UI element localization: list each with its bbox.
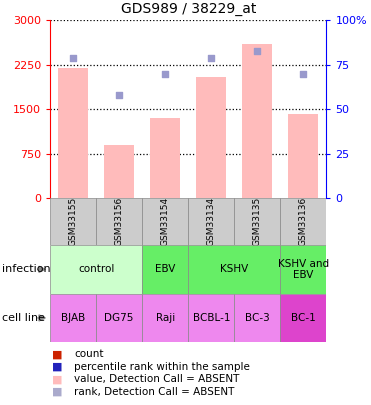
Text: cell line: cell line — [2, 313, 45, 323]
Point — [162, 70, 168, 77]
Text: GSM33155: GSM33155 — [69, 197, 78, 246]
Bar — [234, 294, 280, 342]
Text: ■: ■ — [52, 362, 62, 372]
Bar — [142, 198, 188, 245]
Text: Raji: Raji — [155, 313, 175, 323]
Bar — [188, 245, 280, 294]
Text: count: count — [74, 350, 104, 359]
Bar — [196, 77, 226, 198]
Bar — [242, 44, 272, 198]
Point — [209, 54, 214, 61]
Bar — [280, 198, 326, 245]
Text: BCBL-1: BCBL-1 — [193, 313, 230, 323]
Bar — [280, 294, 326, 342]
Text: ■: ■ — [52, 350, 62, 359]
Bar — [50, 294, 96, 342]
Title: GDS989 / 38229_at: GDS989 / 38229_at — [121, 2, 256, 17]
Text: GSM33135: GSM33135 — [253, 197, 262, 246]
Text: KSHV and
EBV: KSHV and EBV — [278, 258, 329, 280]
Bar — [104, 145, 134, 198]
Text: GSM33136: GSM33136 — [299, 197, 308, 246]
Text: KSHV: KSHV — [220, 264, 249, 274]
Bar — [289, 114, 318, 198]
Text: rank, Detection Call = ABSENT: rank, Detection Call = ABSENT — [74, 387, 234, 397]
Bar — [234, 198, 280, 245]
Text: BJAB: BJAB — [61, 313, 85, 323]
Text: ■: ■ — [52, 387, 62, 397]
Text: GSM33156: GSM33156 — [115, 197, 124, 246]
Point — [116, 92, 122, 98]
Text: GSM33154: GSM33154 — [161, 197, 170, 246]
Bar — [188, 198, 234, 245]
Bar — [50, 198, 96, 245]
Bar — [142, 245, 188, 294]
Point — [255, 47, 260, 54]
Text: infection: infection — [2, 264, 50, 274]
Text: BC-3: BC-3 — [245, 313, 270, 323]
Bar — [188, 294, 234, 342]
Text: DG75: DG75 — [105, 313, 134, 323]
Bar — [58, 68, 88, 198]
Bar — [150, 118, 180, 198]
Bar — [142, 294, 188, 342]
Bar — [96, 198, 142, 245]
Text: GSM33134: GSM33134 — [207, 197, 216, 246]
Text: control: control — [78, 264, 114, 274]
Text: EBV: EBV — [155, 264, 175, 274]
Point — [70, 54, 76, 61]
Text: value, Detection Call = ABSENT: value, Detection Call = ABSENT — [74, 375, 240, 384]
Text: percentile rank within the sample: percentile rank within the sample — [74, 362, 250, 372]
Point — [301, 70, 306, 77]
Text: ■: ■ — [52, 375, 62, 384]
Bar — [50, 245, 142, 294]
Bar — [280, 245, 326, 294]
Bar — [96, 294, 142, 342]
Text: BC-1: BC-1 — [291, 313, 316, 323]
